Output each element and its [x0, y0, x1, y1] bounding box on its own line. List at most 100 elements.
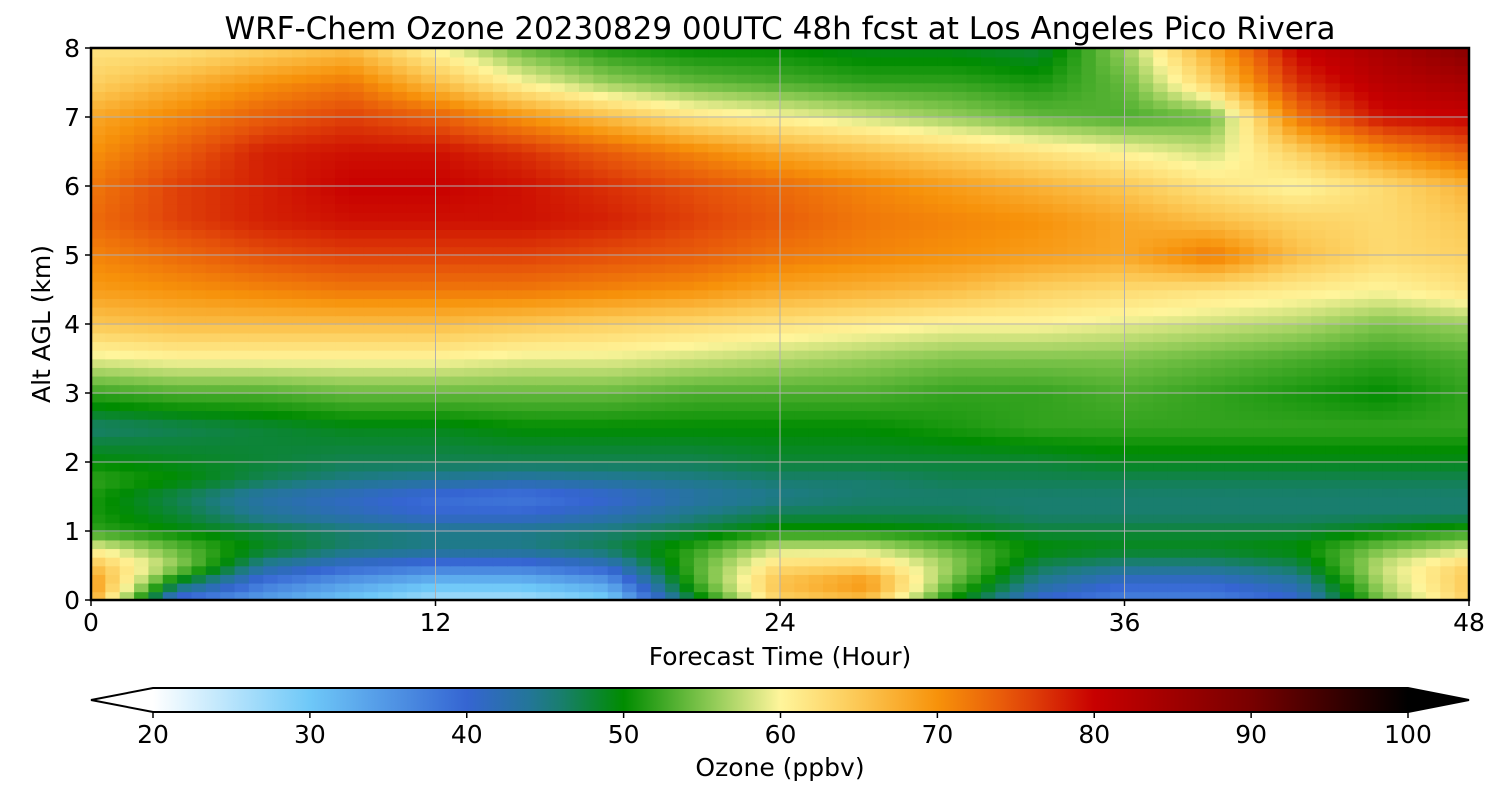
heatmap-cell [952, 306, 968, 317]
heatmap-cell [1253, 358, 1269, 368]
heatmap-cell [1239, 177, 1255, 187]
heatmap-cell [923, 418, 939, 429]
heatmap-cell [1354, 151, 1370, 161]
heatmap-cell [1167, 522, 1183, 532]
heatmap-cell [1368, 341, 1384, 351]
heatmap-cell [492, 505, 509, 515]
heatmap-cell [1454, 410, 1469, 420]
heatmap-cell [650, 453, 666, 463]
heatmap-cell [220, 375, 236, 386]
heatmap-cell [478, 272, 494, 282]
heatmap-cell [320, 306, 336, 317]
heatmap-cell [119, 367, 135, 377]
heatmap-cell [693, 246, 710, 256]
heatmap-cell [1110, 203, 1126, 213]
heatmap-cell [1181, 151, 1198, 161]
heatmap-cell [1296, 384, 1312, 394]
heatmap-cell [1239, 522, 1255, 532]
heatmap-cell [952, 393, 968, 403]
heatmap-cell [335, 255, 351, 265]
heatmap-cell [521, 462, 537, 472]
heatmap-cell [607, 203, 623, 213]
heatmap-cell [564, 160, 580, 170]
heatmap-cell [421, 487, 437, 498]
heatmap-cell [464, 548, 480, 558]
heatmap-cell [177, 505, 193, 515]
heatmap-cell [134, 574, 150, 584]
heatmap-cell [191, 393, 207, 403]
heatmap-cell [234, 539, 250, 550]
heatmap-cell [1282, 263, 1298, 274]
heatmap-cell [1009, 220, 1025, 230]
heatmap-cell [579, 565, 595, 575]
heatmap-cell [1311, 324, 1327, 334]
heatmap-cell [1110, 298, 1126, 308]
heatmap-cell [1368, 358, 1384, 368]
heatmap-cell [1354, 375, 1370, 386]
heatmap-cell [579, 246, 595, 256]
heatmap-cell [234, 306, 250, 317]
heatmap-cell [1354, 255, 1370, 265]
heatmap-cell [248, 246, 265, 256]
heatmap-cell [1382, 186, 1399, 196]
heatmap-cell [134, 531, 150, 541]
heatmap-cell [1196, 272, 1212, 282]
heatmap-cell [148, 505, 164, 515]
heatmap-cell [1210, 177, 1226, 187]
heatmap-cell [937, 229, 954, 239]
heatmap-cell [277, 384, 293, 394]
heatmap-cell [1153, 375, 1169, 386]
heatmap-cell [177, 436, 193, 446]
heatmap-cell [593, 487, 609, 498]
heatmap-cell [1239, 393, 1255, 403]
heatmap-cell [995, 341, 1011, 351]
heatmap-cell [1382, 453, 1399, 463]
heatmap-cell [722, 444, 738, 455]
heatmap-cell [234, 220, 250, 230]
heatmap-cell [1138, 203, 1154, 213]
heatmap-cell [1153, 487, 1169, 498]
heatmap-cell [449, 341, 465, 351]
heatmap-cell [780, 410, 796, 420]
heatmap-cell [335, 194, 351, 205]
heatmap-cell [636, 384, 652, 394]
heatmap-cell [679, 505, 695, 515]
heatmap-cell [1110, 574, 1126, 584]
heatmap-cell [378, 436, 394, 446]
heatmap-cell [1181, 177, 1198, 187]
heatmap-cell [1425, 479, 1442, 489]
heatmap-cell [909, 367, 925, 377]
heatmap-cell [550, 574, 566, 584]
heatmap-cell [622, 384, 638, 394]
heatmap-cell [1325, 462, 1341, 472]
heatmap-cell [421, 246, 437, 256]
heatmap-cell [1167, 349, 1183, 360]
heatmap-cell [162, 160, 178, 170]
heatmap-cell [1024, 211, 1040, 222]
heatmap-cell [234, 505, 250, 515]
heatmap-cell [1325, 591, 1341, 600]
heatmap-cell [392, 263, 408, 274]
heatmap-cell [952, 513, 968, 524]
heatmap-cell [937, 444, 954, 455]
heatmap-cell [1024, 315, 1040, 325]
heatmap-cell [134, 462, 150, 472]
heatmap-cell [1153, 591, 1169, 600]
heatmap-cell [880, 582, 896, 593]
heatmap-cell [1138, 246, 1154, 256]
heatmap-cell [880, 427, 896, 437]
heatmap-cell [1268, 556, 1284, 567]
heatmap-cell [966, 582, 982, 593]
heatmap-cell [1124, 255, 1140, 265]
heatmap-cell [291, 358, 308, 368]
heatmap-cell [320, 505, 336, 515]
heatmap-cell [1009, 496, 1025, 506]
heatmap-cell [91, 324, 107, 334]
heatmap-cell [191, 479, 207, 489]
heatmap-cell [248, 375, 265, 386]
heatmap-cell [808, 211, 824, 222]
heatmap-cell [320, 280, 336, 291]
heatmap-cell [349, 203, 365, 213]
heatmap-cell [995, 186, 1011, 196]
heatmap-cell [1253, 479, 1269, 489]
